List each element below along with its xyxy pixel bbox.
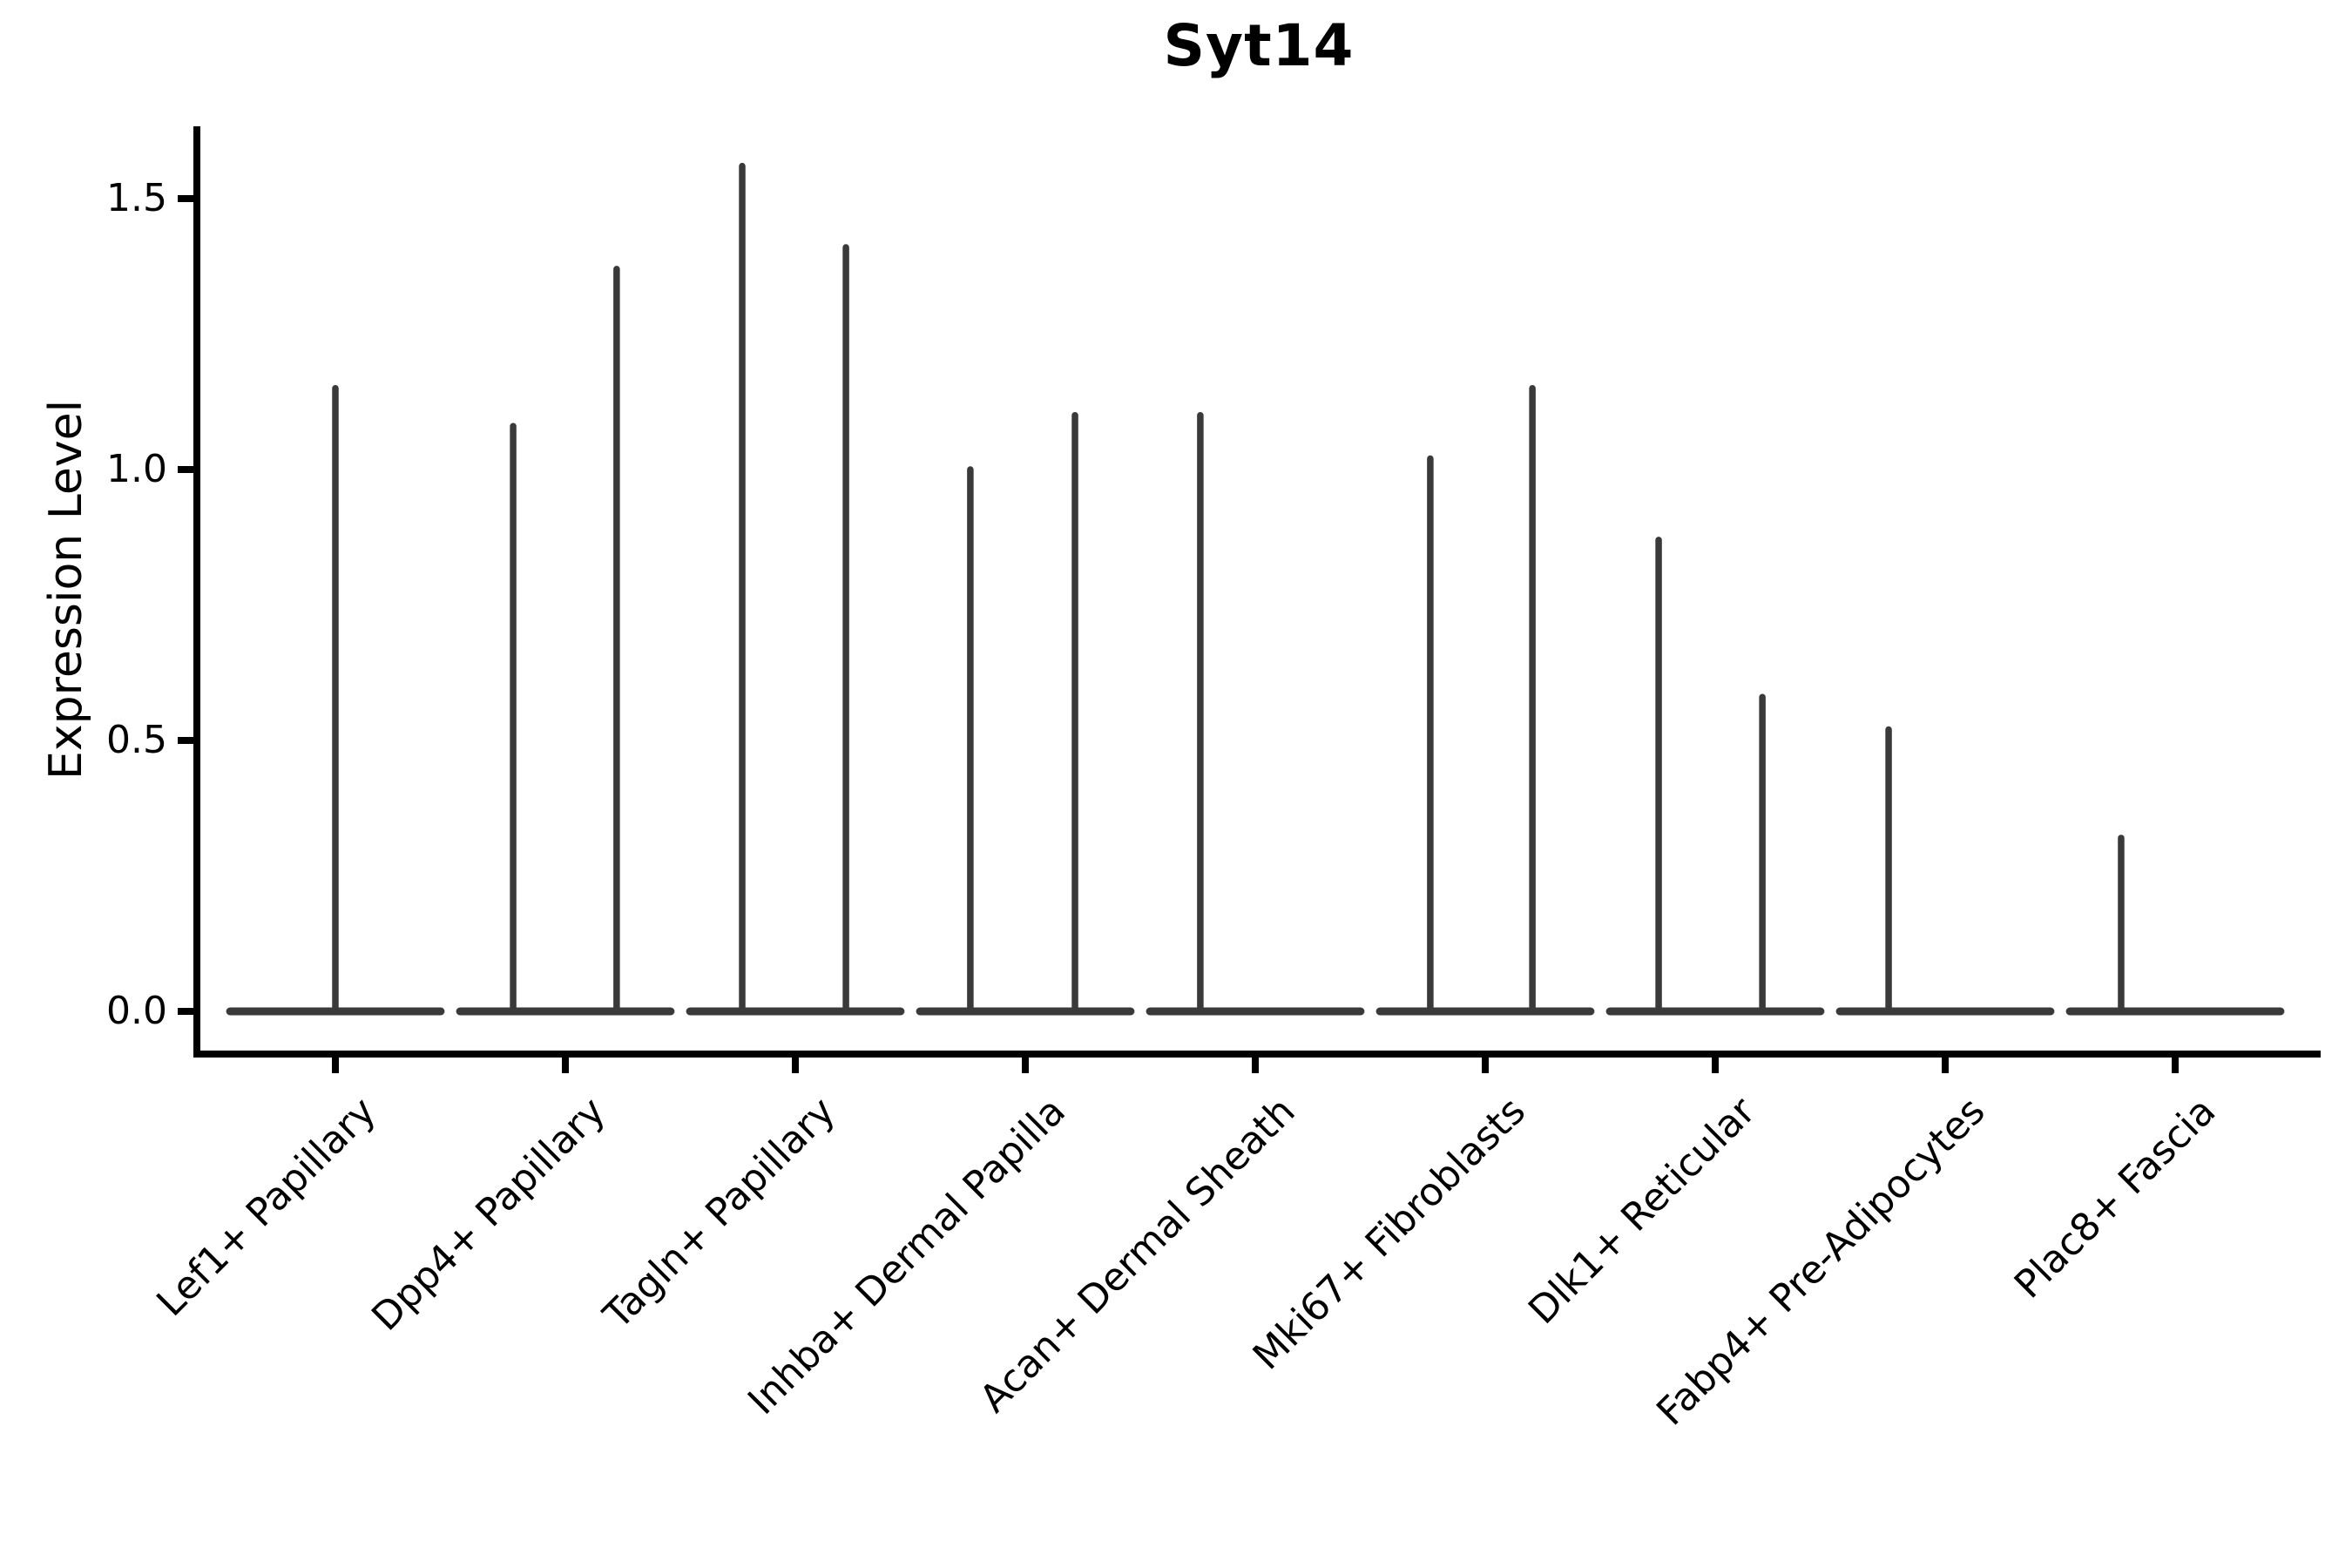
y-tick-label: 0.5 <box>106 718 167 762</box>
y-tick-label: 1.0 <box>106 447 167 491</box>
chart-title: Syt14 <box>1163 12 1355 79</box>
axes-layer <box>178 126 2321 1073</box>
y-tick-label: 1.5 <box>106 176 167 220</box>
violin-layer <box>226 162 2285 1016</box>
y-axis-label: Expression Level <box>40 399 92 781</box>
y-tick-label: 0.0 <box>106 989 167 1033</box>
